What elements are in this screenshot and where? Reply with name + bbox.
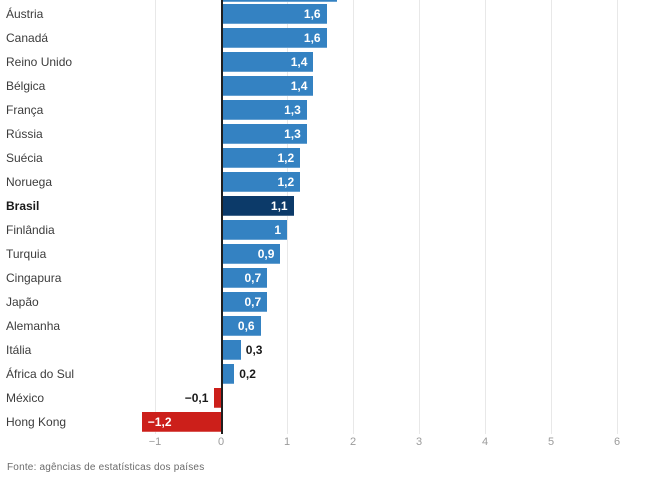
value-label-mexico: −0,1 (184, 391, 209, 405)
bar-alemanha (221, 316, 261, 336)
bar-franca (221, 100, 307, 120)
value-label-africa-do-sul: 0,2 (239, 367, 256, 381)
row-label-africa-do-sul: África do Sul (6, 367, 75, 381)
gridline-6 (617, 0, 618, 434)
bar-italia (221, 340, 241, 360)
value-label-japao: 0,7 (244, 295, 262, 309)
bar-suecia (221, 148, 301, 168)
zero-axis-line (221, 0, 223, 434)
bar-belgica (221, 76, 314, 96)
row-label-italia: Itália (6, 343, 32, 357)
x-axis: −1 0 1 2 3 4 5 6 (0, 434, 646, 450)
bar-noruega (221, 172, 301, 192)
bar-russia (221, 124, 307, 144)
value-label-finlandia: 1 (274, 223, 281, 237)
value-label-austria: 1,6 (303, 7, 321, 21)
bar-cutoff-top (221, 0, 337, 2)
x-tick-label-2: 2 (349, 436, 357, 448)
value-label-russia: 1,3 (284, 127, 301, 141)
gridline-1 (287, 0, 288, 434)
row-label-russia: Rússia (6, 127, 43, 141)
value-label-turquia: 0,9 (257, 247, 275, 261)
row-label-reino-unido: Reino Unido (6, 55, 73, 69)
value-label-noruega: 1,2 (277, 175, 295, 189)
source-note: Fonte: agências de estatísticas dos país… (7, 462, 205, 473)
row-label-hong-kong: Hong Kong (6, 415, 67, 429)
row-label-finlandia: Finlândia (6, 223, 55, 237)
bar-cingapura (221, 268, 268, 288)
value-label-alemanha: 0,6 (237, 319, 255, 333)
bar-finlandia (221, 220, 287, 240)
value-label-reino-unido: 1,4 (290, 55, 308, 69)
row-label-japao: Japão (6, 295, 39, 309)
row-label-canada: Canadá (6, 31, 49, 45)
x-tick-label-1: 1 (283, 436, 291, 448)
bar-turquia (221, 244, 281, 264)
row-label-cingapura: Cingapura (6, 271, 62, 285)
value-label-belgica: 1,4 (290, 79, 308, 93)
bar-brasil (221, 196, 294, 216)
bar-mexico (214, 388, 221, 408)
row-label-belgica: Bélgica (6, 79, 46, 93)
x-tick-label-3: 3 (415, 436, 423, 448)
x-tick-label-5: 5 (547, 436, 555, 448)
bar-hong-kong (141, 412, 221, 432)
value-label-cingapura: 0,7 (244, 271, 262, 285)
x-tick-label-4: 4 (481, 436, 489, 448)
gridline-5 (551, 0, 552, 434)
plot-area: Áustria 1,6 Canadá 1,6 Reino Unido 1,4 Bélgica… (6, 0, 618, 434)
value-label-canada: 1,6 (303, 31, 321, 45)
x-tick-label-0: 0 (217, 436, 225, 448)
row-label-franca: França (6, 103, 44, 117)
row-label-turquia: Turquia (6, 247, 47, 261)
x-tick-label-6: 6 (613, 436, 621, 448)
row-label-suecia: Suécia (6, 151, 43, 165)
value-label-franca: 1,3 (284, 103, 301, 117)
value-label-italia: 0,3 (245, 343, 263, 357)
bar-canada (221, 28, 327, 48)
row-label-noruega: Noruega (6, 175, 53, 189)
value-label-hong-kong: −1,2 (147, 415, 172, 429)
bar-reino-unido (221, 52, 314, 72)
gridline-4 (485, 0, 486, 434)
row-label-mexico: México (6, 391, 45, 405)
gridline-−1 (155, 0, 156, 434)
gridline-3 (419, 0, 420, 434)
x-tick-label-−1: −1 (148, 436, 162, 448)
row-label-austria: Áustria (6, 7, 44, 21)
bar-austria (221, 4, 327, 24)
gridline-2 (353, 0, 354, 434)
bar-japao (221, 292, 268, 312)
value-label-suecia: 1,2 (277, 151, 295, 165)
value-label-brasil: 1,1 (270, 199, 288, 213)
bar-africa-do-sul (221, 364, 235, 384)
row-label-brasil: Brasil (6, 199, 40, 213)
row-label-alemanha: Alemanha (6, 319, 61, 333)
